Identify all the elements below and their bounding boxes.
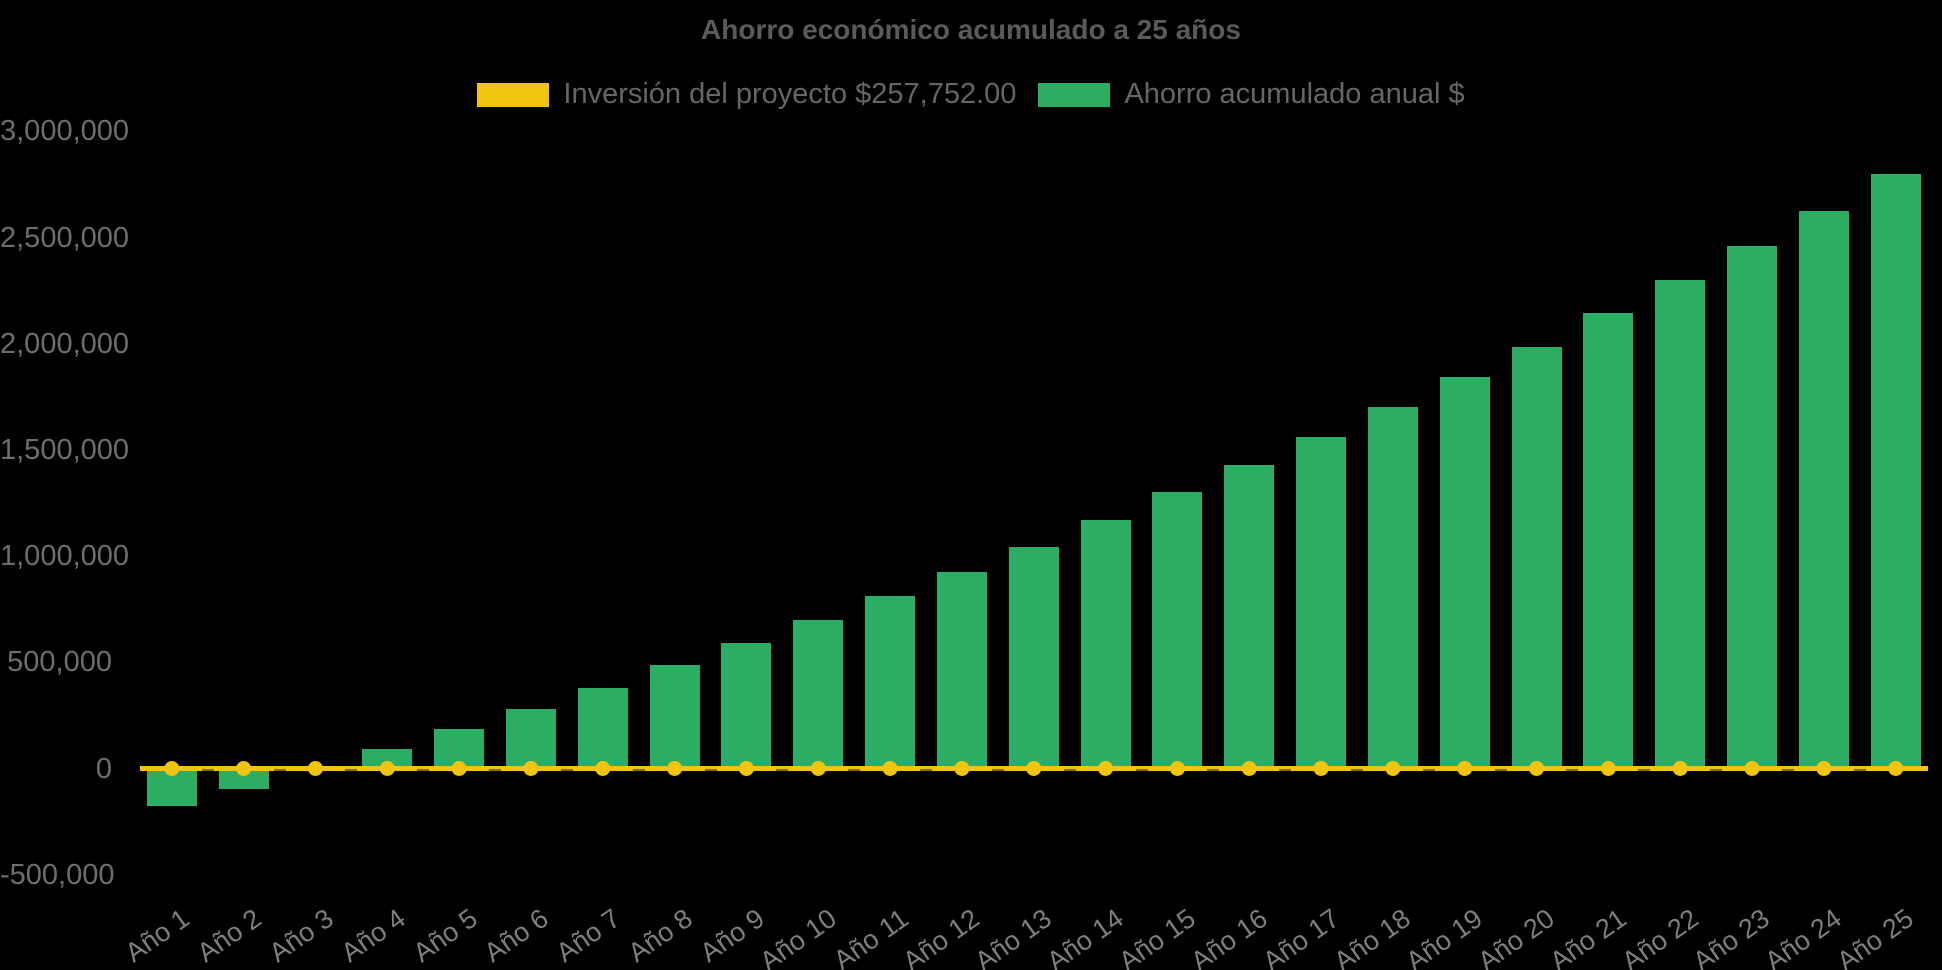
x-axis-label-año-5: Año 5 <box>407 903 483 969</box>
x-axis-boundary-tick <box>632 769 645 773</box>
x-axis-boundary-tick <box>560 769 573 773</box>
chart-title: Ahorro económico acumulado a 25 años <box>701 14 1241 45</box>
bar-año-25 <box>1870 173 1921 769</box>
x-axis-label-año-6: Año 6 <box>479 903 555 969</box>
bar-año-15 <box>1152 492 1203 769</box>
legend-label-investment: Inversión del proyecto $257,752.00 <box>563 78 1017 110</box>
x-axis-label-año-24: Año 24 <box>1759 903 1848 970</box>
bar-año-8 <box>649 665 700 769</box>
bar-año-7 <box>577 687 628 769</box>
x-axis-label-año-22: Año 22 <box>1616 903 1704 970</box>
legend-item-savings[interactable]: Ahorro acumulado anual $ <box>1038 78 1465 111</box>
y-axis-tick-label: 3,000,000 <box>0 115 130 148</box>
bar-año-5 <box>434 729 485 769</box>
bar-año-10 <box>793 619 844 769</box>
legend-item-investment[interactable]: Inversión del proyecto $257,752.00 <box>477 78 1016 111</box>
x-axis-boundary-tick <box>1063 769 1076 773</box>
bar-año-23 <box>1727 245 1778 769</box>
bar-año-24 <box>1798 210 1849 769</box>
x-axis-boundary-tick <box>1710 769 1723 773</box>
x-axis-boundary-tick <box>1638 769 1651 773</box>
x-axis-boundary-tick <box>1781 769 1794 773</box>
x-axis-boundary-tick <box>345 769 358 773</box>
y-axis-tick-label: 500,000 <box>7 646 112 679</box>
x-axis-boundary-tick <box>704 769 717 773</box>
x-axis-label-año-3: Año 3 <box>263 903 339 969</box>
x-axis-boundary-tick <box>489 769 502 773</box>
x-axis-label-año-25: Año 25 <box>1831 903 1919 970</box>
x-axis-label-año-1: Año 1 <box>120 903 196 969</box>
y-axis-tick-label: 2,500,000 <box>0 221 130 254</box>
x-axis-boundary-tick <box>1422 769 1435 773</box>
bar-año-18 <box>1367 407 1418 769</box>
x-axis-boundary-tick <box>1494 769 1507 773</box>
x-axis-label-año-12: Año 12 <box>897 903 986 970</box>
x-axis-label-año-23: Año 23 <box>1687 903 1776 970</box>
x-axis-label-año-7: Año 7 <box>550 903 626 969</box>
x-axis-label-año-4: Año 4 <box>335 903 411 969</box>
x-axis-boundary-tick <box>848 769 861 773</box>
legend: Inversión del proyecto $257,752.00 Ahorr… <box>0 78 1942 111</box>
bar-año-22 <box>1655 279 1706 769</box>
x-axis-label-año-2: Año 2 <box>191 903 267 969</box>
x-axis-boundary-tick <box>1853 769 1866 773</box>
y-axis-tick-label: 1,000,000 <box>0 540 130 573</box>
x-axis-boundary-tick <box>991 769 1004 773</box>
bar-año-2 <box>218 768 269 789</box>
bar-año-9 <box>721 643 772 769</box>
x-axis-label-año-18: Año 18 <box>1328 903 1417 970</box>
x-axis-boundary-tick <box>776 769 789 773</box>
x-axis-label-año-19: Año 19 <box>1400 903 1488 970</box>
x-axis-boundary-tick <box>417 769 430 773</box>
bar-año-6 <box>505 709 556 769</box>
legend-label-savings: Ahorro acumulado anual $ <box>1124 78 1465 110</box>
bar-año-19 <box>1439 376 1490 769</box>
bar-año-21 <box>1583 312 1634 769</box>
x-axis-boundary-tick <box>1566 769 1579 773</box>
x-axis-label-año-20: Año 20 <box>1472 903 1560 970</box>
x-axis-boundary-tick <box>1207 769 1220 773</box>
bar-año-17 <box>1296 437 1347 769</box>
bar-año-11 <box>865 596 916 769</box>
legend-swatch-investment-icon <box>477 82 550 107</box>
bar-año-20 <box>1511 346 1562 769</box>
bar-año-4 <box>362 749 413 769</box>
x-axis-boundary-tick <box>273 769 286 773</box>
x-axis-label-año-8: Año 8 <box>622 903 698 969</box>
x-axis-boundary-tick <box>201 769 214 773</box>
bar-año-1 <box>146 768 197 806</box>
x-axis-boundary-tick <box>1135 769 1148 773</box>
y-axis-tick-label: 0 <box>95 752 112 785</box>
investment-line-marker <box>307 761 323 776</box>
y-axis-tick-label: -500,000 <box>0 858 115 891</box>
x-axis-label-año-21: Año 21 <box>1544 903 1632 970</box>
x-axis-label-año-11: Año 11 <box>827 903 914 970</box>
y-axis-tick-label: 1,500,000 <box>0 433 130 466</box>
legend-swatch-savings-icon <box>1038 82 1111 107</box>
y-axis-tick-label: 2,000,000 <box>0 327 130 360</box>
x-axis-label-año-10: Año 10 <box>754 903 842 970</box>
x-axis-label-año-16: Año 16 <box>1185 903 1273 970</box>
x-axis-label-año-13: Año 13 <box>969 903 1057 970</box>
bar-año-12 <box>936 572 987 769</box>
x-axis-label-año-17: Año 17 <box>1256 903 1345 970</box>
bar-año-14 <box>1080 519 1131 769</box>
x-axis-label-año-15: Año 15 <box>1113 903 1201 970</box>
x-axis-boundary-tick <box>1350 769 1363 773</box>
x-axis-boundary-tick <box>920 769 932 773</box>
bar-año-13 <box>1008 546 1059 769</box>
x-axis-label-año-14: Año 14 <box>1041 903 1129 970</box>
x-axis-boundary-tick <box>1279 769 1292 773</box>
bar-año-16 <box>1224 464 1275 769</box>
